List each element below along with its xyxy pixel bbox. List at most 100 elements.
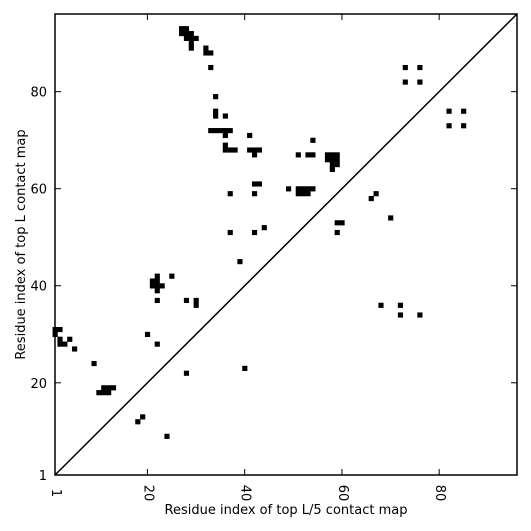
contact-cell-lower [154, 273, 160, 279]
x-tick-label: 80 [432, 485, 447, 502]
contact-cell-lower [101, 390, 107, 396]
contact-cell-lower [144, 331, 151, 337]
contact-cell-lower [169, 273, 175, 279]
contact-cell-lower [417, 312, 423, 318]
contact-cell-upper [213, 94, 219, 100]
contact-cell-upper [334, 229, 340, 236]
contact-cell-lower [101, 385, 107, 391]
contact-cell-lower [193, 302, 199, 308]
contact-cell-upper [461, 123, 467, 129]
contact-cell-upper [203, 45, 209, 51]
y-axis-label: Residue index of top L contact map [14, 129, 29, 359]
y-tick-label: 1 [39, 469, 47, 484]
contact-cell-lower [397, 302, 404, 308]
contact-cell-upper [261, 225, 267, 231]
contact-cell-upper [334, 220, 340, 226]
contact-cell-upper [334, 152, 340, 158]
diagonal-line [54, 13, 518, 476]
contact-cell-upper [247, 132, 253, 139]
contact-cell-upper [310, 137, 316, 143]
contact-cell-lower [154, 297, 160, 304]
contact-cell-upper [183, 35, 190, 41]
contact-cell-lower [237, 259, 243, 265]
y-axis-ticks: 1 20 40 60 80 [30, 86, 517, 484]
contact-cell-upper [402, 79, 408, 85]
contact-cell-upper [417, 64, 423, 71]
contact-cell-upper [305, 152, 311, 158]
contact-cell-upper [251, 191, 258, 197]
y-tick-label: 20 [30, 377, 47, 392]
contact-cell-upper [295, 191, 301, 197]
y-tick-label: 40 [30, 280, 47, 295]
y-tick-label: 80 [30, 86, 47, 101]
x-tick-label: 60 [335, 485, 350, 502]
contact-cell-lower [193, 297, 199, 304]
contact-cell-upper [295, 186, 301, 192]
contact-cell-upper [179, 30, 185, 37]
contact-cell-upper [310, 152, 316, 158]
contact-cell-upper [310, 186, 316, 192]
contact-cell-upper [222, 147, 228, 153]
contact-cell-lower [149, 283, 155, 289]
contact-cell-upper [300, 186, 306, 192]
contact-cell-lower [154, 283, 160, 289]
contact-cell-upper [295, 152, 301, 158]
contact-cell-upper [222, 128, 228, 134]
contact-cell-upper [222, 132, 228, 139]
contact-cell-upper [247, 147, 253, 153]
contact-cell-upper [461, 108, 467, 114]
contact-cell-upper [188, 40, 194, 46]
contact-cell-lower [57, 341, 63, 347]
contact-cell-upper [286, 186, 292, 192]
contact-cell-upper [324, 157, 331, 163]
contact-cell-lower [96, 390, 102, 396]
x-axis-ticks: 1 20 40 60 80 [48, 14, 447, 501]
contact-cell-upper [188, 30, 194, 37]
contact-cell-upper [300, 191, 306, 197]
contact-cell-upper [213, 113, 219, 119]
contact-cell-upper [334, 157, 340, 163]
contact-cell-upper [368, 195, 374, 202]
contact-cell-lower [57, 336, 63, 342]
x-tick-label: 40 [238, 485, 253, 502]
contact-cell-lower [135, 419, 141, 425]
contact-cell-upper [329, 157, 335, 163]
contact-cell-lower [159, 283, 165, 289]
contact-cell-upper [227, 229, 233, 236]
contact-cell-lower [183, 297, 190, 304]
contact-cell-upper [305, 186, 311, 192]
contact-cell-upper [373, 191, 379, 197]
contact-cell-upper [256, 147, 262, 153]
contact-cell-lower [67, 336, 73, 342]
contact-cell-upper [251, 181, 258, 187]
contact-cell-lower [149, 278, 155, 284]
contact-cell-upper [179, 26, 185, 32]
contact-cell-upper [251, 147, 258, 153]
contact-cell-upper [446, 108, 452, 114]
contact-cell-upper [227, 128, 233, 134]
contact-cell-lower [57, 326, 63, 333]
contact-cell-upper [222, 142, 228, 148]
contact-cell-lower [242, 365, 248, 371]
contact-cell-lower [164, 433, 170, 439]
contact-cell-upper [208, 50, 214, 56]
contact-cell-lower [154, 288, 160, 294]
contact-cell-upper [227, 147, 233, 153]
contact-cell-upper [417, 79, 423, 85]
contact-cell-upper [446, 123, 452, 129]
contact-cell-upper [208, 64, 214, 71]
contact-cell-lower [62, 341, 68, 347]
contact-cell-upper [251, 152, 258, 158]
contact-cell-lower [91, 360, 97, 367]
contact-cell-lower [110, 385, 117, 391]
contact-cell-upper [329, 166, 335, 173]
contact-cell-upper [388, 215, 394, 221]
contact-cell-lower [154, 341, 160, 347]
contact-cell-upper [305, 191, 311, 197]
contact-cell-upper [227, 191, 233, 197]
x-tick-label: 20 [140, 485, 155, 502]
contact-cell-upper [183, 30, 190, 37]
contact-cell-upper [329, 162, 335, 168]
contact-cell-upper [232, 147, 238, 153]
